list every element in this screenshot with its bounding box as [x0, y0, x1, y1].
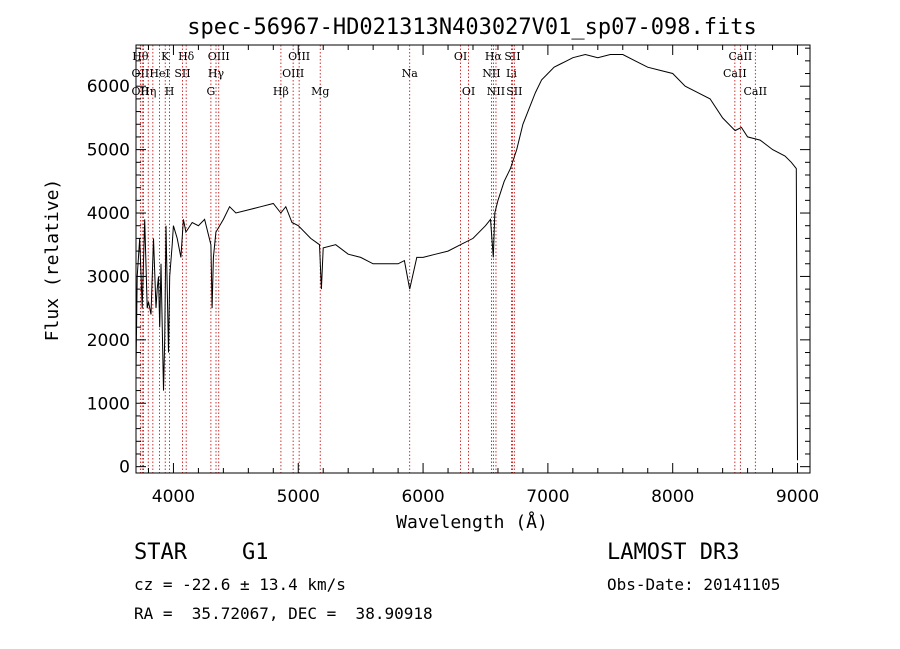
- line-label: G: [206, 85, 215, 98]
- class-label: STAR: [134, 540, 187, 565]
- line-label: NII: [482, 67, 500, 80]
- axis-ticks: 4000 5000 6000 7000 8000 9000 0 1000 2000 3000 400…: [87, 45, 819, 507]
- obs-date-label: Obs-Date: 20141105: [607, 575, 781, 594]
- x-tick-label: 6000: [401, 487, 444, 507]
- plot-frame: [135, 44, 811, 474]
- line-label: Hη: [140, 85, 156, 98]
- y-tick-label: 3000: [87, 267, 130, 287]
- line-label: Li: [506, 67, 517, 80]
- line-label: OI: [462, 85, 475, 98]
- x-tick-label: 4000: [152, 487, 195, 507]
- y-tick-label: 4000: [87, 204, 130, 224]
- spectrum-line: [135, 53, 798, 461]
- line-label: CaII: [743, 85, 767, 98]
- coords-label: RA = 35.72067, DEC = 38.90918: [134, 604, 433, 623]
- y-tick-label: 2000: [87, 331, 130, 351]
- x-axis-label: Wavelength (Å): [396, 511, 548, 533]
- line-label: SII: [174, 67, 190, 80]
- x-tick-label: 8000: [651, 487, 694, 507]
- line-label: OIII: [282, 67, 304, 80]
- line-label: Hδ: [178, 50, 195, 63]
- y-tick-label: 0: [119, 458, 130, 478]
- line-label: CaII: [729, 50, 753, 63]
- line-label: HeI: [149, 67, 169, 80]
- line-label: Hγ: [208, 67, 225, 80]
- y-tick-label: 6000: [87, 77, 130, 97]
- line-label: Hα: [485, 50, 503, 63]
- emission-lines-layer: HθOIIOIIHηHeIKHSIIHδGHγOIIIHβOIIIOIIIMgN…: [132, 45, 767, 473]
- survey-label: LAMOST DR3: [607, 540, 740, 565]
- spectrum-chart: spec-56967-HD021313N403027V01_sp07-098.f…: [42, 15, 819, 533]
- line-label: Hβ: [273, 85, 289, 98]
- x-tick-label: 5000: [277, 487, 320, 507]
- y-tick-label: 5000: [87, 141, 130, 161]
- line-label: OIII: [208, 50, 230, 63]
- line-label: Mg: [311, 85, 329, 98]
- x-tick-label: 7000: [526, 487, 569, 507]
- line-label: K: [161, 50, 170, 63]
- y-tick-label: 1000: [87, 394, 130, 414]
- line-label: OI: [454, 50, 467, 63]
- line-label: SII: [504, 50, 520, 63]
- line-label: Na: [402, 67, 419, 80]
- subclass-label: G1: [242, 540, 269, 565]
- line-label: SII: [506, 85, 522, 98]
- x-tick-label: 9000: [776, 487, 819, 507]
- line-label: H: [165, 85, 175, 98]
- y-axis-label: Flux (relative): [42, 179, 63, 342]
- cz-label: cz = -22.6 ± 13.4 km/s: [134, 575, 346, 594]
- line-label: CaII: [723, 67, 747, 80]
- line-label: NII: [487, 85, 505, 98]
- line-label: OIII: [288, 50, 310, 63]
- chart-title: spec-56967-HD021313N403027V01_sp07-098.f…: [187, 15, 757, 40]
